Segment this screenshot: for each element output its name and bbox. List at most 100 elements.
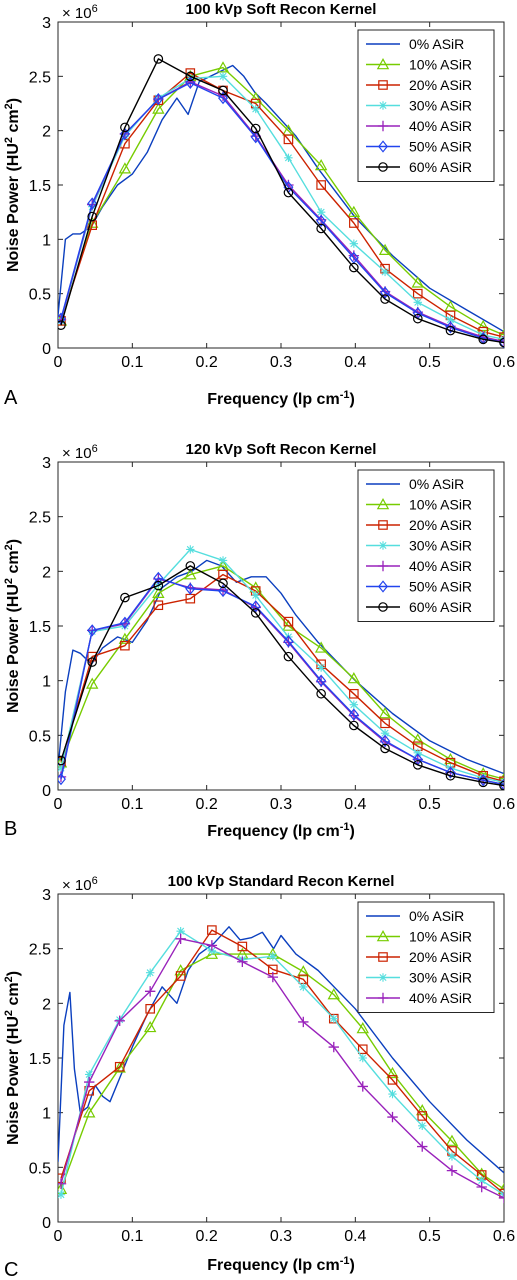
point-30-asir: [85, 1070, 94, 1079]
point-50-asir: [499, 336, 504, 348]
point-60-asir: [218, 85, 228, 96]
point-60-asir: [478, 334, 488, 345]
point-30-asir: [299, 982, 308, 992]
point-40-asir: [84, 1076, 95, 1088]
series-line-40-asir: [60, 938, 504, 1199]
point-10-asir: [143, 1020, 157, 1033]
legend-item-20-asir: 20% ASiR: [366, 77, 472, 93]
panel-label: C: [4, 1259, 18, 1280]
point-60-asir: [87, 657, 97, 667]
x-tick-label: 0.4: [344, 796, 366, 813]
point-60-asir: [250, 608, 261, 618]
legend-marker: [378, 602, 388, 612]
legend-marker: [378, 140, 388, 153]
x-tick-label: 0.1: [121, 354, 143, 371]
point-60-asir: [445, 325, 456, 336]
point-50-asir: [185, 582, 196, 595]
legend-label: 30% ASiR: [409, 98, 472, 114]
legend-marker: [377, 992, 389, 1004]
legend-item-10-asir: 10% ASiR: [366, 57, 472, 73]
y-multiplier-exponent: 6: [92, 3, 98, 15]
point-10-asir: [416, 1104, 429, 1116]
x-tick-label: 0.2: [196, 1228, 218, 1245]
point-50-asir: [153, 571, 164, 585]
x-tick-label: 0: [54, 1228, 63, 1245]
y-tick-label: 0: [42, 783, 51, 800]
y-multiplier-exponent: 6: [92, 443, 98, 455]
legend-item-40-asir: 40% ASiR: [366, 558, 472, 574]
point-50-asir: [445, 321, 456, 334]
y-multiplier: × 106: [62, 875, 98, 894]
y-tick-label: 1: [42, 232, 51, 249]
point-20-asir: [207, 925, 217, 935]
point-30-asir: [388, 1089, 397, 1099]
point-10-asir: [356, 1022, 369, 1034]
point-10-asir: [184, 568, 197, 580]
point-30-asir: [268, 952, 278, 961]
x-tick-label: 0: [54, 796, 63, 813]
x-tick-label: 0.4: [344, 1228, 366, 1245]
legend-item-10-asir: 10% ASiR: [366, 497, 472, 513]
point-60-asir: [349, 720, 359, 731]
point-50-asir: [283, 635, 294, 648]
point-40-asir: [476, 1181, 487, 1193]
point-10-asir: [314, 159, 328, 171]
y-tick-label: 1.5: [29, 1051, 51, 1068]
legend-label: 30% ASiR: [409, 970, 472, 986]
point-10-asir: [411, 276, 424, 288]
panel-label: B: [4, 818, 17, 840]
legend-marker: [378, 580, 388, 593]
point-20-asir: [153, 600, 164, 611]
point-10-asir: [152, 102, 165, 114]
series-layer: [58, 545, 504, 790]
point-30-asir: [477, 1176, 486, 1185]
point-10-asir: [249, 91, 262, 103]
legend-marker: [377, 560, 389, 572]
point-20-asir: [316, 180, 326, 190]
point-20-asir: [283, 134, 294, 145]
point-60-asir: [58, 320, 66, 330]
legend-item-30-asir: 30% ASiR: [366, 538, 472, 554]
series-line-60-asir: [60, 565, 504, 787]
point-30-asir: [316, 207, 326, 217]
point-30-asir: [58, 1190, 66, 1199]
point-30-asir: [413, 748, 422, 758]
point-20-asir: [114, 1061, 125, 1072]
point-50-asir: [380, 734, 391, 747]
point-60-asir: [380, 294, 390, 304]
legend-label: 20% ASiR: [409, 949, 472, 965]
legend-marker: [378, 80, 388, 90]
point-50-asir: [87, 197, 98, 210]
point-30-asir: [358, 1053, 367, 1063]
legend-item-0-asir: 0% ASiR: [366, 36, 464, 52]
y-tick-label: 3: [42, 887, 51, 904]
point-20-asir: [349, 218, 359, 228]
point-40-asir: [357, 1081, 368, 1092]
point-50-asir: [87, 624, 98, 637]
point-40-asir: [144, 986, 156, 997]
y-tick-label: 0: [42, 341, 51, 358]
series-line-20-asir: [60, 929, 504, 1195]
point-20-asir: [387, 1075, 398, 1085]
point-30-asir: [349, 700, 359, 709]
point-20-asir: [357, 1044, 368, 1055]
legend-item-0-asir: 0% ASiR: [366, 476, 464, 492]
point-60-asir: [58, 755, 66, 766]
point-30-asir: [154, 580, 163, 589]
legend-label: 40% ASiR: [409, 990, 472, 1006]
x-tick-label: 0.1: [121, 1228, 143, 1245]
y-tick-label: 1.5: [29, 178, 51, 195]
point-40-asir: [206, 940, 218, 951]
point-30-asir: [418, 1121, 427, 1130]
point-60-asir: [499, 780, 504, 790]
point-10-asir: [411, 733, 424, 745]
point-60-asir: [478, 777, 488, 788]
y-axis-title: Noise Power (HU2 cm2): [3, 539, 22, 713]
point-60-asir: [283, 187, 294, 198]
legend-item-40-asir: 40% ASiR: [366, 118, 472, 134]
series-line-30-asir: [60, 930, 504, 1196]
y-axis-title: Noise Power (HU2 cm2): [3, 971, 22, 1145]
point-10-asir: [118, 162, 132, 174]
point-60-asir: [87, 211, 97, 222]
point-60-asir: [412, 313, 423, 324]
